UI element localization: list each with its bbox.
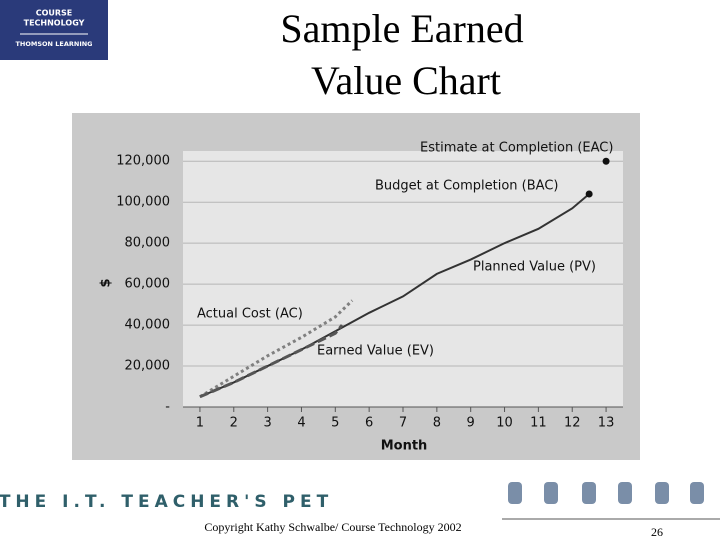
x-tick-label: 13 [598,416,615,431]
y-tick-label: 20,000 [125,359,171,374]
point-label: Budget at Completion (BAC) [375,179,558,194]
x-tick-label: 12 [564,416,581,431]
chart: - 20,000 40,000 60,000 80,000 100,000 120,000 1… [99,141,623,454]
series-label: Planned Value (PV) [473,260,596,275]
y-tick-label: 40,000 [125,318,171,333]
point [585,190,593,198]
y-tick-label: 80,000 [125,236,171,251]
banner: THE I.T. TEACHER'S PET [0,492,333,512]
series-line [199,193,590,398]
y-tick-label: 60,000 [125,277,171,292]
title: Sample Earned [280,6,523,51]
x-tick-label: 11 [530,416,547,431]
series-label: Actual Cost (AC) [197,307,303,322]
copyright: Copyright Kathy Schwalbe/ Course Technol… [204,520,461,534]
x-tick-label: 3 [263,416,271,431]
y-tick-label: - [165,400,170,415]
point-label: Estimate at Completion (EAC) [420,141,613,156]
point [602,157,610,165]
logo-text: THOMSON LEARNING [15,40,92,48]
logo-text: TECHNOLOGY [24,19,85,28]
x-tick-label: 10 [496,416,513,431]
logo-text: COURSE [36,9,73,18]
plot-area [183,151,623,407]
x-axis-label: Month [381,439,428,454]
y-tick-label: 100,000 [116,195,170,210]
title: Value Chart [311,58,501,103]
x-tick-label: 9 [467,416,475,431]
series-label: Earned Value (EV) [317,344,434,359]
series-line [199,324,344,399]
logo [0,0,108,60]
x-tick-label: 7 [399,416,407,431]
series-line [199,299,354,399]
y-axis-label: $ [99,278,114,287]
x-tick-label: 1 [196,416,204,431]
dog-icons [508,482,704,504]
x-tick-label: 4 [297,416,305,431]
x-tick-label: 2 [230,416,238,431]
x-tick-label: 5 [331,416,339,431]
page-number: 26 [651,525,663,539]
x-tick-label: 8 [433,416,441,431]
y-tick-label: 120,000 [116,154,170,169]
x-tick-label: 6 [365,416,373,431]
